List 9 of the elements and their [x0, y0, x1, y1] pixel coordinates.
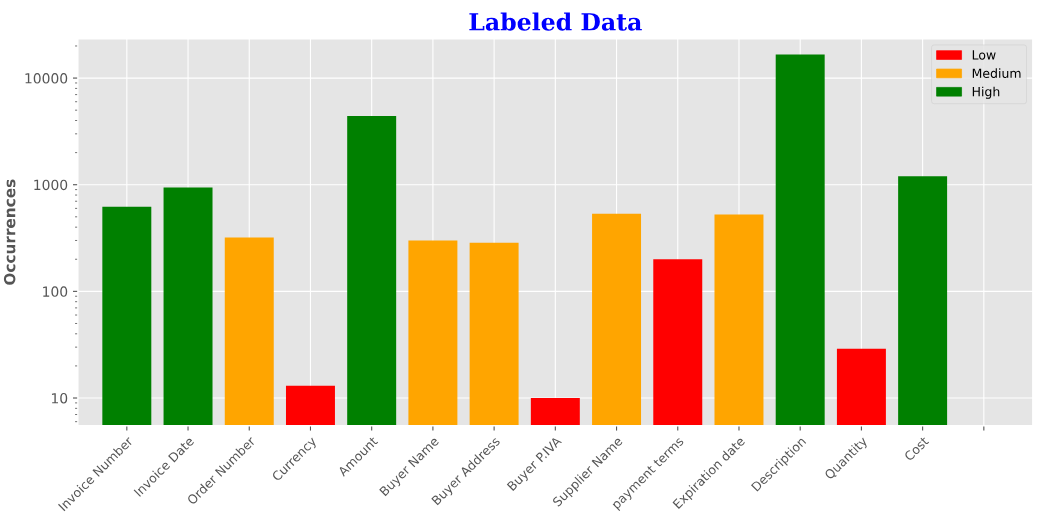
legend-label: Low: [972, 50, 996, 60]
y-axis-title: Occurrences: [3, 179, 16, 285]
legend-label: High: [972, 86, 1000, 99]
chart-title: Labeled Data: [469, 12, 642, 31]
legend-label: Medium: [972, 68, 1021, 78]
y-tick-label: 1000: [34, 179, 68, 191]
y-tick-label: 10000: [25, 73, 68, 84]
y-tick-label: 100: [43, 286, 68, 297]
y-tick-label: 10: [51, 392, 68, 404]
